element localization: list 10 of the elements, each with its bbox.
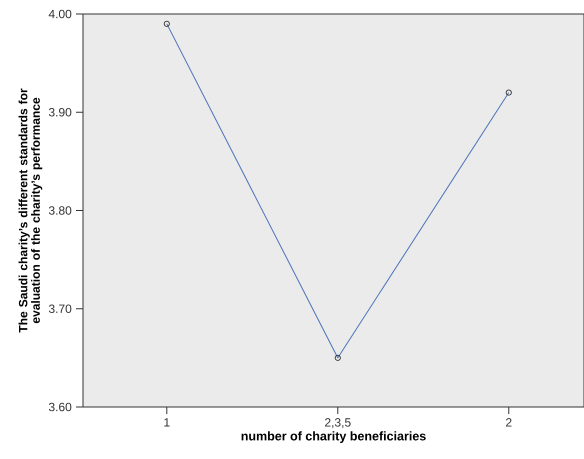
y-tick-label: 3.90 — [48, 108, 72, 116]
y-tick-label: 3.70 — [48, 304, 72, 313]
x-tick-label: 2 — [506, 418, 512, 427]
y-axis-title: The Saudi charity’s different standards for evaluation of the charity’s performance — [18, 88, 42, 332]
x-tick-label: 1 — [164, 418, 170, 426]
y-tick-label: 3.60 — [48, 402, 72, 412]
y-tick-label: 3.80 — [48, 206, 72, 215]
x-axis-title: number of charity beneficiaries — [242, 431, 426, 443]
x-tick-label: 2,3,5 — [325, 418, 351, 428]
y-tick-label: 4.00 — [48, 10, 72, 18]
